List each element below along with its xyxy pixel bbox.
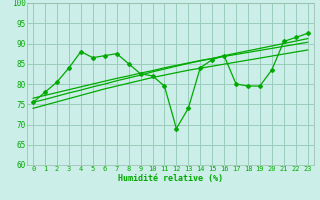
X-axis label: Humidité relative (%): Humidité relative (%) bbox=[118, 174, 223, 183]
